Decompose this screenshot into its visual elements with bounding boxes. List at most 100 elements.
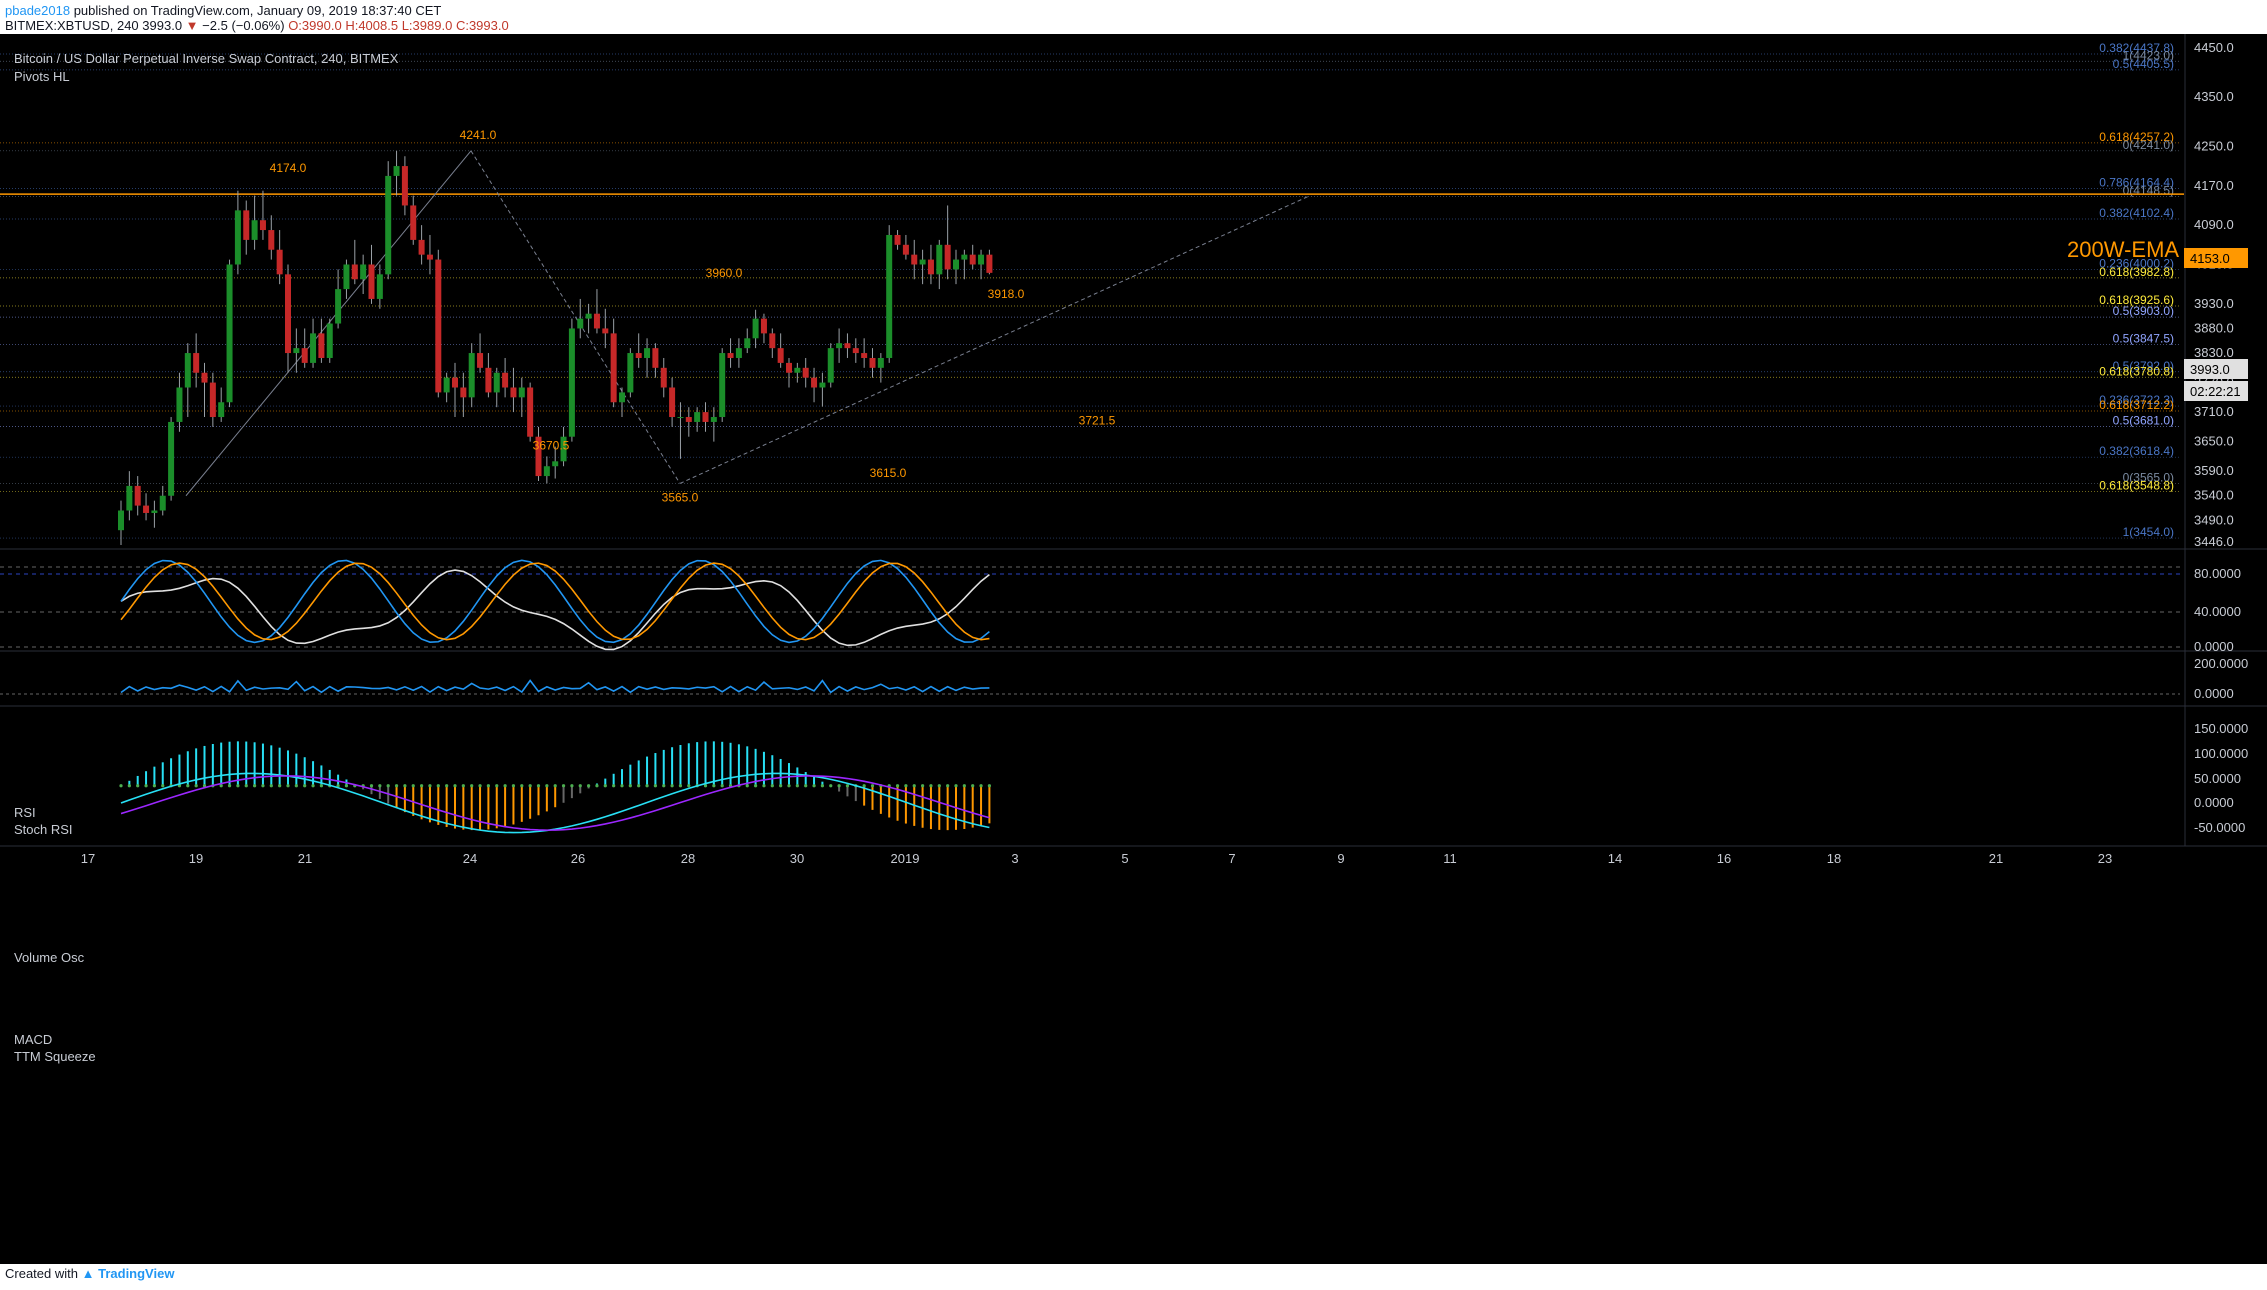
time-tick-17: 23 [2098, 851, 2112, 866]
tradingview-logo-icon[interactable]: ▲ [81, 1266, 95, 1281]
squeeze-dot [127, 784, 131, 788]
fib-label-13: 0.5(3792.0) [2113, 359, 2174, 373]
candle-body [652, 348, 659, 368]
squeeze-dot [186, 784, 190, 788]
rsi-line [120, 569, 990, 651]
squeeze-dot [895, 784, 900, 788]
price-tick-15: 3446.0 [2194, 534, 2234, 549]
candle-body [644, 348, 651, 358]
squeeze-dot [461, 784, 465, 788]
squeeze-dot [294, 784, 298, 788]
squeeze-dot [712, 784, 716, 788]
squeeze-dot [303, 784, 307, 788]
squeeze-dot [445, 784, 449, 788]
stoch-legend: Stoch RSI [14, 822, 73, 837]
candle-body [510, 387, 517, 398]
fib-label-0: 0.382(4437.8) [2099, 41, 2174, 55]
candle-body [710, 417, 717, 422]
created-with: Created with [5, 1266, 78, 1281]
squeeze-dot [612, 784, 616, 788]
squeeze-dot [386, 784, 390, 788]
time-tick-11: 9 [1337, 851, 1344, 866]
squeeze-dot [962, 784, 966, 788]
candle-body [669, 387, 676, 418]
squeeze-dot [286, 784, 290, 788]
pivot-label-1: 4241.0 [460, 128, 497, 142]
candle-body [986, 254, 993, 273]
squeeze-dot [603, 784, 607, 788]
candle-body [786, 362, 792, 373]
fib-label-18: 0.382(3618.4) [2099, 444, 2174, 458]
squeeze-dot [428, 784, 432, 788]
price-tick-4: 4090.0 [2194, 217, 2234, 232]
candle-body [201, 372, 208, 383]
candle-body [577, 318, 584, 329]
squeeze-dot [378, 784, 382, 788]
squeeze-dot [336, 784, 340, 788]
author-link[interactable]: pbade2018 [5, 3, 71, 18]
squeeze-dot [136, 784, 140, 788]
squeeze-dot [637, 784, 641, 788]
macd-legend: MACD [14, 1032, 52, 1047]
fib-label-10: 0.618(3925.6) [2099, 293, 2174, 307]
candle-body [827, 348, 834, 383]
last-price-tag-text: 3993.0 [2190, 362, 2230, 377]
tradingview-link[interactable]: TradingView [98, 1266, 175, 1281]
price-change: −2.5 (−0.06%) [202, 18, 285, 33]
price-tick-10: 3710.0 [2194, 404, 2234, 419]
candle-body [360, 264, 367, 280]
candle-body [226, 264, 233, 403]
stoch-d-line [120, 562, 990, 641]
squeeze-dot [971, 784, 975, 788]
rsi-tick-1: 40.0000 [2194, 604, 2241, 619]
candle-body [410, 205, 417, 240]
candle-body [118, 510, 124, 531]
squeeze-dot [921, 784, 925, 788]
price-tick-12: 3590.0 [2194, 463, 2234, 478]
time-axis[interactable]: 17 19 21 24 26 28 30 2019 3 5 7 9 11 14 16 18 21 23 [81, 851, 2112, 866]
squeeze-dot [795, 784, 799, 788]
squeeze-dot [495, 784, 499, 788]
chart-canvas[interactable]: 0.382(4437.8)1(4423.0)0.5(4405.5) 0.618(4… [0, 34, 2267, 1264]
squeeze-dot [628, 784, 632, 788]
fib-label-16: 0.618(3712.2) [2099, 398, 2174, 412]
time-tick-15: 18 [1827, 851, 1841, 866]
ema-price-tag-text: 4153.0 [2190, 251, 2230, 266]
pivot-labels: 4174.0 4241.0 3670.5 3565.0 3960.0 3615.0 3918… [270, 128, 1116, 505]
candle-body [978, 254, 985, 265]
price-tick-13: 3540.0 [2194, 488, 2234, 503]
macd-tick-1: 100.0000 [2194, 746, 2248, 761]
squeeze-dot [536, 784, 541, 788]
candle-body [702, 412, 709, 422]
candle-body [794, 367, 801, 373]
candle-body [961, 254, 968, 260]
fib-label-5: 0.786(4164.4) [2099, 176, 2174, 190]
candle-body [301, 348, 308, 363]
candle-body [836, 343, 843, 349]
squeeze-dot [754, 784, 758, 788]
price-tick-0: 4450.0 [2194, 40, 2234, 55]
candle-body [193, 353, 200, 373]
candle-body [619, 392, 625, 403]
squeeze-dot [829, 784, 833, 788]
squeeze-dot [470, 784, 474, 788]
squeeze-dot [453, 784, 457, 788]
last-price-tag [2184, 359, 2248, 379]
trend-line-0 [185, 150, 472, 497]
squeeze-dot [486, 784, 490, 788]
price-tick-8: 3830.0 [2194, 345, 2234, 360]
candle-body [460, 387, 467, 398]
fib-label-19: 0(3565.0) [2123, 470, 2174, 484]
candle-body [927, 259, 934, 275]
fib-label-8: 0.236(4000.2) [2099, 256, 2174, 270]
candle-body [744, 338, 751, 349]
candle-body [694, 412, 701, 422]
time-tick-10: 7 [1228, 851, 1235, 866]
squeeze-dot [578, 784, 582, 788]
price-axis[interactable]: 4450.04350.04250.04170.04090.04010.03930… [2194, 40, 2248, 835]
squeeze-dot [779, 784, 783, 788]
squeeze-dot [670, 784, 674, 788]
fib-label-1: 1(4423.0) [2123, 48, 2174, 62]
price-tick-7: 3880.0 [2194, 320, 2234, 335]
squeeze-dot [545, 784, 549, 788]
